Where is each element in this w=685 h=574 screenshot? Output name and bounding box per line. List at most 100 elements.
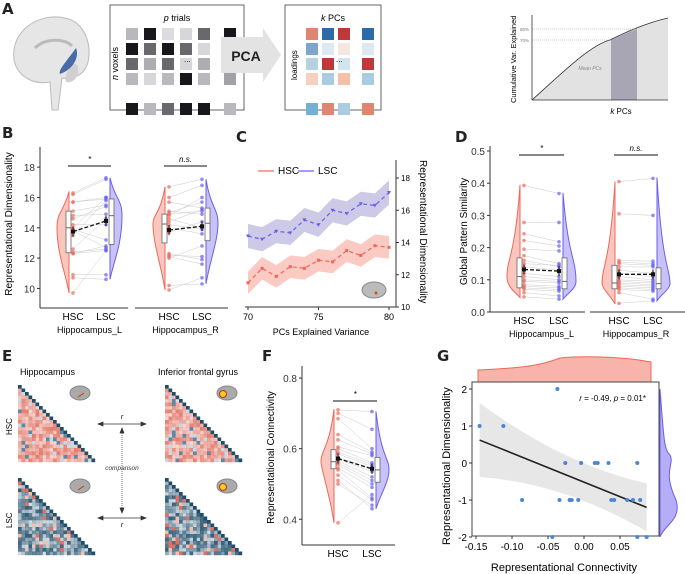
x-tick-label: 70	[243, 312, 253, 322]
matrix-cell	[53, 437, 57, 442]
matrix-cell	[39, 455, 43, 459]
matrix-cell	[18, 451, 22, 456]
matrix-cell	[196, 416, 201, 421]
point-lsc	[557, 249, 561, 253]
matrix-cell	[21, 551, 26, 556]
point-hsc	[336, 446, 340, 451]
matrix-cell	[172, 409, 176, 414]
violin-lsc	[205, 179, 219, 284]
matrix-cell	[42, 455, 47, 459]
point-lsc	[372, 203, 377, 208]
matrix-cell	[200, 548, 204, 552]
matrix-cell	[91, 458, 96, 463]
matrix-cell	[49, 430, 54, 435]
confidence-band	[479, 403, 647, 532]
matrix-cell	[182, 516, 187, 521]
point-lsc	[200, 195, 204, 200]
matrix-cell	[35, 448, 40, 452]
matrix-cell	[39, 420, 43, 424]
x-tick-label: 75	[313, 312, 323, 322]
matrix-cell	[53, 541, 57, 545]
matrix-cell	[186, 499, 190, 503]
matrix-cell	[25, 395, 29, 400]
scatter-point	[477, 424, 482, 428]
matrix-cell	[221, 444, 225, 449]
matrix-cell	[32, 458, 36, 463]
matrix-cell	[42, 409, 47, 414]
matrix-cell	[186, 448, 190, 452]
matrix-cell	[60, 530, 64, 535]
paired-line	[337, 446, 373, 456]
matrix-cell	[32, 448, 36, 452]
matrix-cell	[28, 520, 33, 524]
voxel-cell	[162, 103, 174, 115]
matrix-cell	[60, 434, 64, 438]
paired-line	[618, 282, 654, 285]
matrix-cell	[175, 495, 180, 500]
matrix-cell	[88, 548, 92, 552]
point-hsc	[373, 244, 377, 248]
matrix-cell	[32, 537, 36, 542]
matrix-cell	[168, 388, 173, 393]
matrix-cell	[21, 541, 26, 545]
matrix-cell	[168, 527, 173, 531]
matrix-cell	[35, 458, 40, 463]
y-tick-label: 0.6	[283, 445, 297, 456]
mean-lsc	[651, 272, 655, 277]
matrix-cell	[231, 458, 236, 463]
matrix-cell	[210, 527, 215, 531]
matrix-cell	[175, 413, 180, 417]
matrix-cell	[186, 451, 190, 456]
g-ylabel: Representational Dimensionality	[441, 387, 453, 545]
matrix-cell	[182, 506, 187, 510]
matrix-cell	[165, 409, 169, 414]
matrix-cell	[35, 455, 40, 459]
matrix-cell	[32, 444, 36, 449]
point-lsc	[370, 446, 374, 451]
paired-line	[72, 198, 107, 203]
matrix-cell	[49, 448, 54, 452]
point-lsc	[200, 276, 204, 280]
loading-cell	[322, 58, 334, 70]
point-lsc	[104, 177, 108, 182]
y-axis-label: Representational Connectivity	[266, 391, 277, 524]
matrix-cell	[168, 416, 173, 421]
point-lsc	[330, 208, 335, 213]
matrix-cell	[49, 444, 54, 449]
matrix-cell	[203, 530, 208, 535]
point-hsc	[274, 274, 278, 278]
matrix-cell	[186, 420, 190, 424]
matrix-cell	[25, 427, 29, 431]
matrix-cell	[217, 458, 222, 463]
paired-line	[618, 289, 654, 292]
matrix-cell	[179, 544, 183, 549]
matrix-cell	[165, 488, 169, 493]
point-hsc	[522, 274, 526, 279]
matrix-cell	[28, 506, 33, 510]
point-lsc	[316, 223, 321, 227]
matrix-cell	[39, 430, 43, 435]
matrix-cell	[21, 509, 26, 514]
matrix-cell	[182, 520, 187, 524]
paired-line	[618, 300, 654, 304]
matrix-cell	[60, 427, 64, 431]
matrix-cell	[175, 520, 180, 524]
pca-label: PCA	[231, 48, 261, 64]
matrix-cell	[175, 541, 180, 545]
box-hsc	[611, 264, 618, 290]
matrix-cell	[165, 395, 169, 400]
matrix-cell	[172, 430, 176, 435]
matrix-cell	[210, 530, 215, 535]
matrix-cell	[193, 551, 197, 556]
matrix-cell	[179, 451, 183, 456]
pca-arrow-icon	[221, 28, 281, 82]
loading-cell	[322, 28, 334, 40]
paired-line	[618, 260, 654, 262]
paired-line	[72, 213, 107, 216]
matrix-cell	[189, 423, 194, 428]
matrix-cell	[21, 488, 26, 493]
matrix-cell	[28, 495, 33, 500]
marginal-density-x	[477, 356, 652, 383]
matrix-cell	[228, 451, 232, 456]
paired-line	[72, 245, 107, 254]
